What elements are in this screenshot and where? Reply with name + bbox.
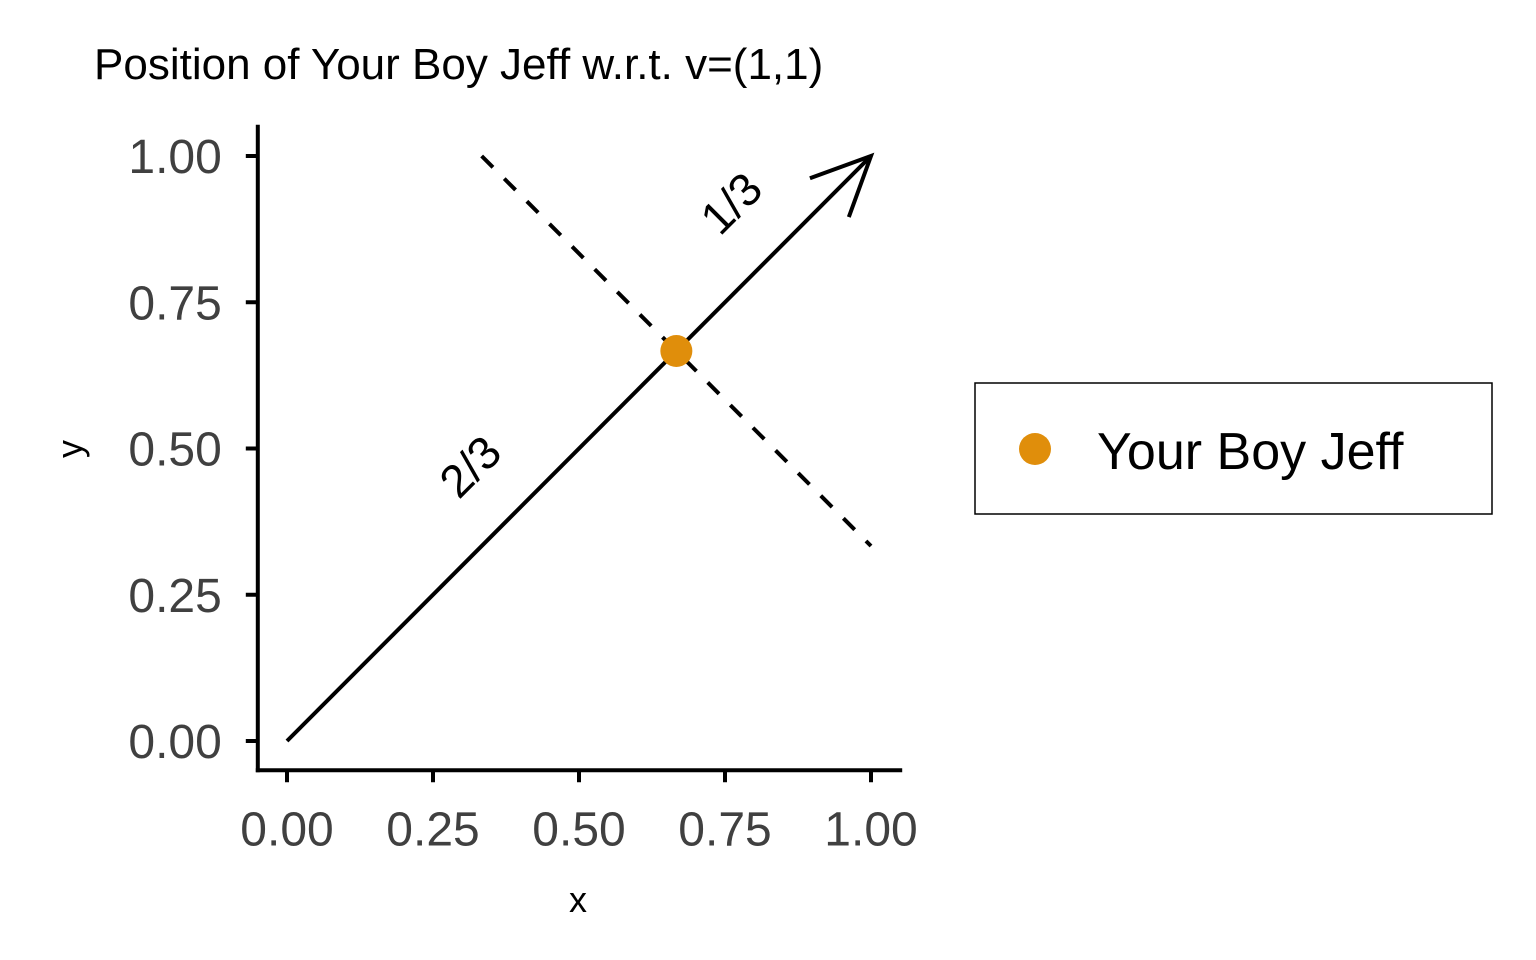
plot-area: 0.00 0.25 0.50 0.75 1.00 0.00 0.25 0.50 0.75 1.00… bbox=[128, 124, 918, 856]
y-tick-label: 0.00 bbox=[128, 716, 221, 769]
vector-arrowhead bbox=[809, 152, 875, 218]
data-point-your-boy-jeff bbox=[660, 334, 693, 367]
segment-label: 1/3 bbox=[690, 162, 772, 244]
y-tick-label: 1.00 bbox=[128, 131, 221, 184]
y-tick-label: 0.25 bbox=[128, 570, 221, 623]
x-tick-label: 0.75 bbox=[678, 803, 771, 856]
legend-key-your-boy-jeff bbox=[1019, 433, 1051, 465]
legend-label-your-boy-jeff: Your Boy Jeff bbox=[1097, 423, 1404, 481]
x-axis-title: x bbox=[569, 879, 587, 920]
x-tick-label: 1.00 bbox=[824, 803, 917, 856]
x-tick-label: 0.50 bbox=[532, 803, 625, 856]
vector-arrow-line bbox=[285, 154, 873, 743]
legend-box bbox=[974, 382, 1493, 515]
y-tick-label: 0.75 bbox=[128, 277, 221, 330]
y-axis-title: y bbox=[49, 440, 90, 458]
chart-title: Position of Your Boy Jeff w.r.t. v=(1,1) bbox=[94, 40, 823, 89]
x-tick-label: 0.25 bbox=[386, 803, 479, 856]
y-tick-label: 0.50 bbox=[128, 424, 221, 477]
perpendicular-dashed-line bbox=[480, 154, 873, 548]
legend: Your Boy Jeff bbox=[974, 382, 1493, 515]
segment-label: 2/3 bbox=[429, 425, 511, 507]
x-tick-label: 0.00 bbox=[240, 803, 333, 856]
